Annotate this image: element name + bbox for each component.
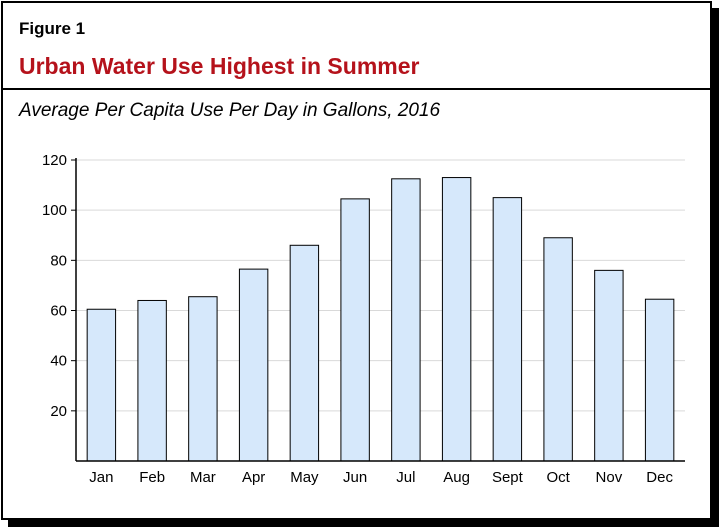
bar-jan bbox=[86, 308, 117, 462]
bar-mar bbox=[188, 296, 218, 462]
x-tick-label: Apr bbox=[242, 469, 265, 486]
bar-chart: 20 40 60 80 100 120 Jan Feb Mar Apr May Jun Jul Aug Se… bbox=[42, 152, 685, 486]
figure-label: Figure 1 bbox=[19, 19, 86, 38]
x-tick-label: Mar bbox=[190, 469, 216, 486]
x-tick-label: Aug bbox=[443, 469, 470, 486]
figure-header: Figure 1 Urban Water Use Highest in Summ… bbox=[3, 3, 710, 90]
y-tick-label: 80 bbox=[50, 252, 67, 269]
y-tick-label: 20 bbox=[50, 403, 67, 420]
y-tick-label: 100 bbox=[42, 202, 67, 219]
x-tick-label: Jun bbox=[343, 469, 367, 486]
bar-jul bbox=[391, 178, 421, 462]
x-tick-label: Jan bbox=[89, 469, 113, 486]
bar-jun bbox=[340, 198, 370, 462]
bar-apr bbox=[238, 268, 269, 462]
x-tick-label: Feb bbox=[139, 469, 165, 486]
bar-dec bbox=[644, 298, 675, 462]
bar-aug bbox=[441, 177, 472, 462]
x-tick-label: Nov bbox=[596, 469, 623, 486]
bar-feb bbox=[137, 299, 167, 462]
bar-nov bbox=[594, 269, 624, 462]
figure-frame: Figure 1 Urban Water Use Highest in Summ… bbox=[1, 1, 712, 520]
bar-sept bbox=[492, 197, 523, 462]
chart-subtitle: Average Per Capita Use Per Day in Gallon… bbox=[19, 100, 441, 121]
x-tick-label: May bbox=[290, 469, 319, 486]
bar-may bbox=[289, 244, 320, 462]
x-tick-label: Oct bbox=[546, 469, 570, 486]
bar-oct bbox=[543, 237, 573, 462]
x-tick-label: Dec bbox=[646, 469, 673, 486]
y-tick-label: 40 bbox=[50, 353, 67, 370]
y-tick-label: 60 bbox=[50, 303, 67, 320]
x-tick-label: Sept bbox=[492, 469, 524, 486]
y-tick-label: 120 bbox=[42, 152, 67, 169]
x-tick-label: Jul bbox=[396, 469, 415, 486]
figure-title: Urban Water Use Highest in Summer bbox=[19, 53, 420, 79]
